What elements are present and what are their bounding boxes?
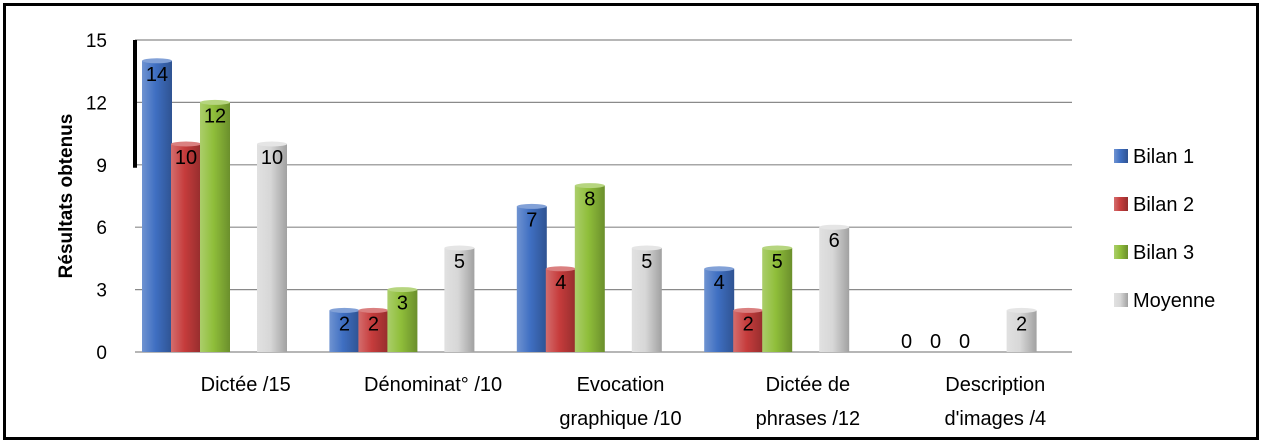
bar-cap bbox=[329, 307, 360, 313]
data-label: 3 bbox=[397, 293, 408, 315]
legend: Bilan 1 Bilan 2 Bilan 3 Moyenne bbox=[1114, 146, 1215, 312]
bar-cap bbox=[1006, 307, 1037, 313]
legend-swatch bbox=[1114, 293, 1128, 307]
data-label: 0 bbox=[959, 331, 970, 353]
bar-cap bbox=[516, 203, 547, 209]
data-label: 8 bbox=[584, 189, 595, 211]
bar-cap bbox=[444, 245, 475, 251]
bar-cap bbox=[200, 99, 230, 105]
bar bbox=[516, 206, 547, 352]
bar bbox=[545, 268, 576, 352]
bar bbox=[257, 144, 287, 352]
bar bbox=[574, 185, 605, 352]
legend-swatch bbox=[1114, 149, 1128, 163]
x-category-label: Description bbox=[945, 374, 1045, 396]
gridlines bbox=[133, 39, 1072, 353]
bar bbox=[762, 248, 793, 352]
bar-cap bbox=[171, 141, 201, 147]
data-label: 5 bbox=[454, 251, 465, 273]
bar bbox=[200, 102, 230, 353]
bar bbox=[171, 144, 201, 352]
x-category-label: Dénominat° /10 bbox=[364, 374, 502, 396]
bar bbox=[358, 310, 389, 352]
bar-cap bbox=[142, 58, 172, 64]
legend-label: Bilan 2 bbox=[1133, 194, 1194, 216]
data-label: 12 bbox=[204, 105, 226, 127]
y-tick-label: 15 bbox=[86, 31, 107, 52]
y-axis-title: Résultats obtenus bbox=[56, 114, 77, 279]
x-category-label: Dictée /15 bbox=[201, 374, 291, 396]
bar-cap bbox=[631, 245, 662, 251]
bar-cap bbox=[545, 266, 576, 272]
bar bbox=[819, 227, 850, 352]
data-label: 0 bbox=[930, 331, 941, 353]
bar-cap bbox=[574, 183, 605, 189]
bar bbox=[704, 268, 735, 352]
x-category-label: Dictée de bbox=[766, 374, 851, 396]
data-label: 7 bbox=[526, 209, 537, 231]
legend-swatch bbox=[1114, 245, 1128, 259]
bar-cap bbox=[819, 224, 850, 230]
x-category-label: phrases /12 bbox=[756, 408, 861, 430]
legend-swatch bbox=[1114, 197, 1128, 211]
legend-label: Moyenne bbox=[1133, 290, 1215, 312]
y-tick-label: 6 bbox=[96, 218, 107, 239]
data-label: 5 bbox=[772, 251, 783, 273]
bar bbox=[444, 248, 475, 352]
bar bbox=[631, 248, 662, 352]
data-label: 2 bbox=[743, 313, 754, 335]
data-label: 2 bbox=[339, 313, 350, 335]
legend-label: Bilan 3 bbox=[1133, 242, 1194, 264]
x-category-label: d'images /4 bbox=[944, 408, 1046, 430]
x-category-label: Evocation bbox=[577, 374, 665, 396]
y-tick-label: 3 bbox=[96, 281, 107, 302]
y-tick-label: 0 bbox=[96, 343, 107, 364]
bar-cap bbox=[358, 307, 389, 313]
bar-cap bbox=[733, 307, 764, 313]
bar bbox=[1006, 310, 1037, 352]
data-label: 4 bbox=[555, 272, 566, 294]
data-label: 5 bbox=[641, 251, 652, 273]
bar-cap bbox=[257, 141, 287, 147]
y-tick-label: 12 bbox=[86, 93, 107, 114]
data-label: 10 bbox=[261, 147, 283, 169]
data-label: 0 bbox=[901, 331, 912, 353]
data-label: 4 bbox=[714, 272, 725, 294]
bar bbox=[329, 310, 360, 352]
data-label: 2 bbox=[368, 313, 379, 335]
x-category-label: graphique /10 bbox=[559, 408, 681, 430]
bar-cap bbox=[387, 287, 418, 293]
data-label: 14 bbox=[146, 64, 168, 86]
bars bbox=[142, 58, 1037, 353]
data-label: 2 bbox=[1016, 313, 1027, 335]
legend-label: Bilan 1 bbox=[1133, 146, 1194, 168]
bar-cap bbox=[704, 266, 735, 272]
labels: 0 3 6 9 12 15 Résultats obtenus 14 10 12 10 Dictée … bbox=[56, 31, 1046, 430]
bar bbox=[733, 310, 764, 352]
bar-cap bbox=[762, 245, 793, 251]
data-label: 6 bbox=[829, 230, 840, 252]
bar bbox=[142, 60, 172, 353]
bar bbox=[387, 289, 418, 352]
y-tick-label: 9 bbox=[96, 156, 107, 177]
data-label: 10 bbox=[175, 147, 197, 169]
